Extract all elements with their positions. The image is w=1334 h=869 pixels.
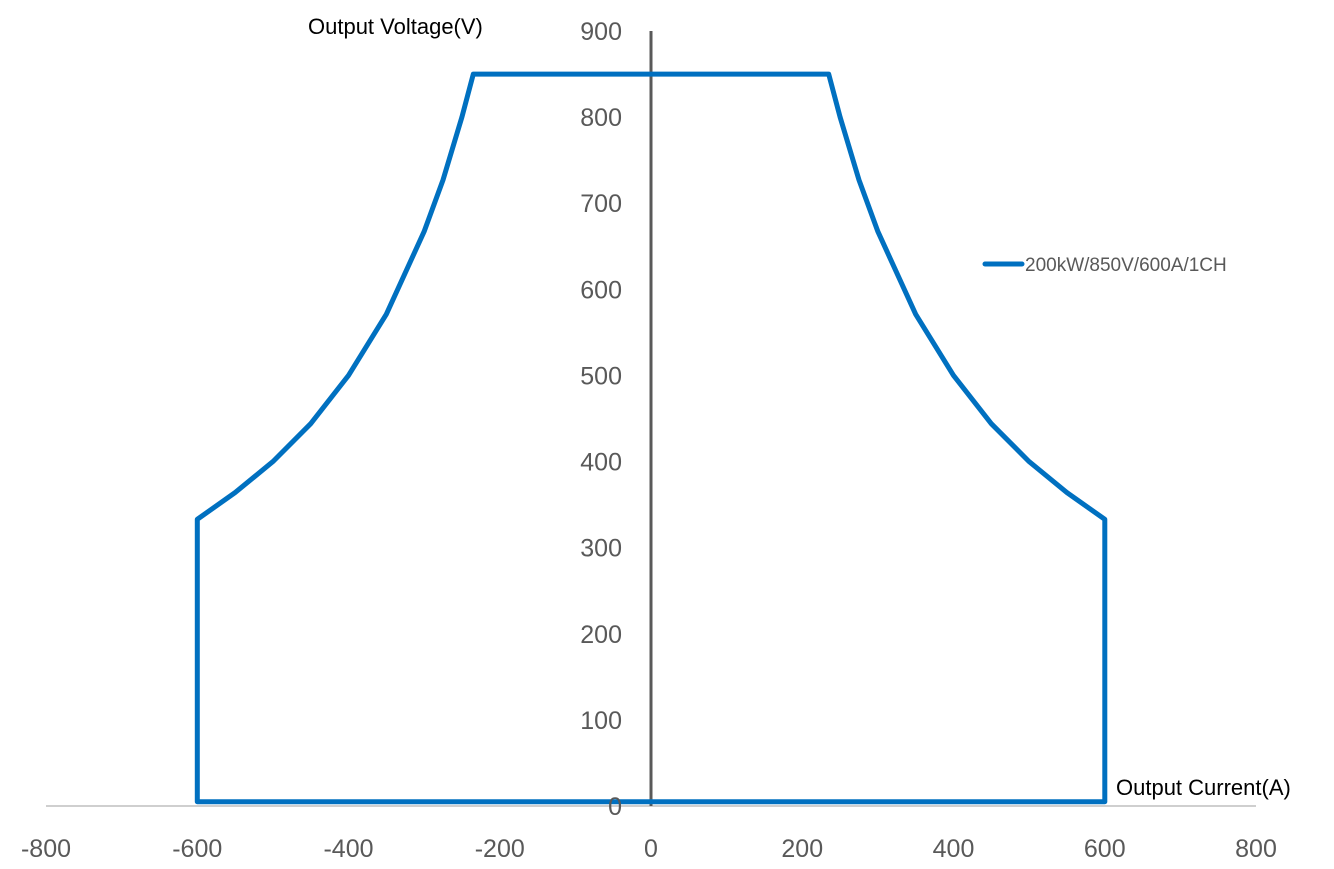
y-tick-label: 800	[580, 104, 622, 132]
x-tick-label: -600	[172, 835, 222, 863]
x-tick-label: -400	[323, 835, 373, 863]
y-tick-label: 900	[580, 18, 622, 46]
y-tick-label: 500	[580, 362, 622, 390]
x-tick-label: 0	[644, 835, 658, 863]
x-axis-title: Output Current(A)	[1116, 775, 1291, 800]
y-tick-label: 100	[580, 707, 622, 735]
y-tick-label: 600	[580, 276, 622, 304]
legend-label: 200kW/850V/600A/1CH	[1025, 255, 1227, 276]
y-tick-label: 200	[580, 621, 622, 649]
x-tick-label: 400	[933, 835, 975, 863]
y-tick-label: 400	[580, 449, 622, 477]
x-tick-label: 800	[1235, 835, 1277, 863]
series-line-0	[194, 71, 1108, 805]
y-tick-label: 0	[608, 793, 622, 821]
x-tick-label: -800	[21, 835, 71, 863]
y-tick-label: 300	[580, 535, 622, 563]
x-tick-label: 200	[781, 835, 823, 863]
y-axis-title: Output Voltage(V)	[308, 14, 483, 39]
y-tick-label: 700	[580, 190, 622, 218]
x-tick-label: -200	[475, 835, 525, 863]
x-tick-label: 600	[1084, 835, 1126, 863]
legend: 200kW/850V/600A/1CH	[982, 255, 1227, 276]
